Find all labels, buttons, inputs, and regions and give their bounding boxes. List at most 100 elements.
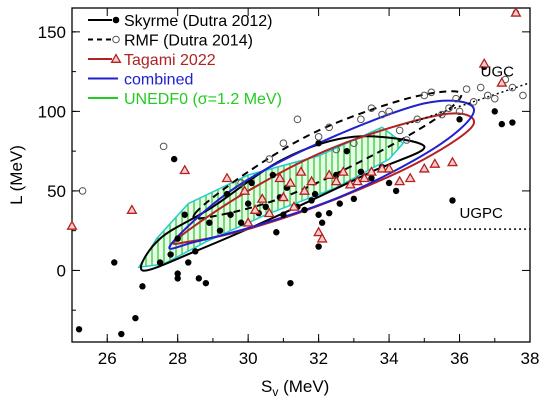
legend-label-combined: combined bbox=[124, 72, 193, 89]
tagami-point-18 bbox=[323, 169, 335, 179]
skyrme-point-28 bbox=[287, 279, 294, 287]
rmf-point-27 bbox=[490, 94, 499, 103]
x-tick-label-34: 34 bbox=[380, 349, 399, 368]
rmf-point-6 bbox=[314, 133, 323, 141]
rmf-point-0 bbox=[78, 187, 87, 195]
tagami-point-30 bbox=[429, 158, 441, 168]
tagami-point-2 bbox=[179, 164, 191, 175]
rmf-point-30 bbox=[519, 91, 527, 100]
rmf-point-17 bbox=[420, 91, 429, 100]
rmf-point-5 bbox=[293, 115, 302, 124]
skyrme-point-38 bbox=[333, 171, 340, 179]
skyrme-point-51 bbox=[498, 120, 506, 128]
tagami-point-32 bbox=[496, 77, 508, 87]
reference-lines bbox=[389, 82, 531, 230]
legend: Skyrme (Dutra 2012) RMF (Dutra 2014) Tagam… bbox=[88, 13, 282, 108]
plot-frame bbox=[71, 7, 531, 343]
skyrme-point-14 bbox=[206, 219, 213, 226]
skyrme-point-6 bbox=[174, 270, 181, 277]
legend-label-unedf: UNEDF0 (σ=1.2 MeV) bbox=[124, 91, 282, 108]
x-tick-label-26: 26 bbox=[98, 349, 117, 368]
legend-item-unedf: UNEDF0 (σ=1.2 MeV) bbox=[88, 91, 282, 108]
skyrme-point-40 bbox=[343, 147, 350, 155]
rmf-point-18 bbox=[427, 88, 436, 97]
x-axis-title: Sv (MeV) bbox=[261, 377, 329, 399]
skyrme-point-9 bbox=[181, 211, 188, 218]
rmf-point-12 bbox=[378, 110, 386, 119]
skyrme-point-19 bbox=[244, 200, 252, 207]
tagami-point-24 bbox=[365, 166, 377, 176]
skyrme-point-7 bbox=[174, 275, 181, 282]
tagami-point-4 bbox=[239, 185, 251, 195]
series-skyrme bbox=[75, 9, 520, 338]
y-tick-label-100: 100 bbox=[38, 102, 66, 121]
skyrme-point-5 bbox=[167, 251, 174, 258]
skyrme-point-13 bbox=[202, 279, 210, 287]
skyrme-point-43 bbox=[368, 174, 375, 182]
skyrme-point-33 bbox=[315, 211, 322, 218]
skyrme-point-52 bbox=[509, 119, 516, 126]
rmf-point-1 bbox=[159, 142, 168, 151]
tagami-point-8 bbox=[263, 207, 275, 218]
legend-label-skyrme: Skyrme (Dutra 2012) bbox=[124, 13, 273, 30]
rmf-point-2 bbox=[237, 179, 245, 187]
tagami-point-21 bbox=[344, 178, 356, 189]
rmf-point-15 bbox=[402, 136, 411, 144]
points-layer bbox=[66, 7, 527, 338]
rmf-point-20 bbox=[445, 104, 453, 112]
skyrme-point-45 bbox=[385, 179, 393, 187]
tagami-point-0 bbox=[66, 220, 78, 230]
skyrme-point-26 bbox=[280, 211, 287, 218]
skyrme-point-41 bbox=[350, 195, 358, 203]
y-axis-title: L (MeV) bbox=[7, 145, 26, 205]
ugpc-label: UGPC bbox=[460, 205, 504, 222]
ellipse-combined bbox=[168, 99, 475, 250]
skyrme-point-55 bbox=[170, 155, 178, 163]
tagami-point-29 bbox=[418, 162, 430, 173]
tagami-point-7 bbox=[256, 193, 268, 203]
tagami-point-10 bbox=[277, 191, 289, 202]
series-tagami bbox=[66, 7, 522, 243]
rmf-point-7 bbox=[325, 123, 333, 132]
rmf-point-10 bbox=[357, 115, 365, 124]
tagami-point-17 bbox=[316, 232, 328, 243]
rmf-point-8 bbox=[332, 145, 341, 154]
tagami-point-13 bbox=[295, 166, 307, 176]
legend-label-rmf: RMF (Dutra 2014) bbox=[124, 33, 253, 50]
skyrme-point-42 bbox=[357, 168, 365, 176]
skyrme-point-11 bbox=[192, 248, 199, 255]
skyrme-point-54 bbox=[111, 259, 118, 266]
tagami-point-26 bbox=[383, 162, 395, 173]
unedf-band bbox=[137, 126, 405, 269]
tagami-point-33 bbox=[510, 7, 522, 17]
skyrme-point-47 bbox=[449, 197, 456, 204]
skyrme-point-30 bbox=[301, 206, 308, 214]
ticks-layer: 26 28 30 32 34 36 38 0 50 100 150 bbox=[38, 8, 539, 368]
tagami-point-28 bbox=[404, 172, 416, 183]
rmf-point-26 bbox=[483, 91, 492, 100]
skyrme-point-20 bbox=[248, 179, 255, 187]
skyrme-point-35 bbox=[318, 219, 326, 226]
rmf-point-19 bbox=[438, 110, 446, 119]
skyrme-point-50 bbox=[491, 108, 498, 115]
tagami-point-16 bbox=[313, 226, 325, 237]
skyrme-point-37 bbox=[325, 209, 333, 217]
x-tick-label-32: 32 bbox=[309, 349, 328, 368]
rmf-point-21 bbox=[452, 94, 460, 103]
ugc-line bbox=[406, 82, 531, 125]
skyrme-point-22 bbox=[262, 203, 269, 211]
tagami-point-22 bbox=[351, 175, 363, 186]
tagami-point-5 bbox=[242, 217, 254, 227]
tagami-point-19 bbox=[330, 175, 342, 186]
rmf-point-24 bbox=[469, 98, 478, 106]
x-tick-label-36: 36 bbox=[450, 349, 469, 368]
rmf-point-13 bbox=[385, 107, 393, 116]
skyrme-point-16 bbox=[223, 190, 231, 198]
tagami-point-25 bbox=[376, 162, 388, 173]
skyrme-point-10 bbox=[185, 259, 192, 266]
skyrme-point-34 bbox=[315, 243, 322, 250]
rmf-point-29 bbox=[508, 83, 517, 92]
rmf-point-16 bbox=[413, 115, 422, 124]
rmf-point-25 bbox=[476, 83, 485, 92]
tagami-point-3 bbox=[221, 172, 233, 183]
